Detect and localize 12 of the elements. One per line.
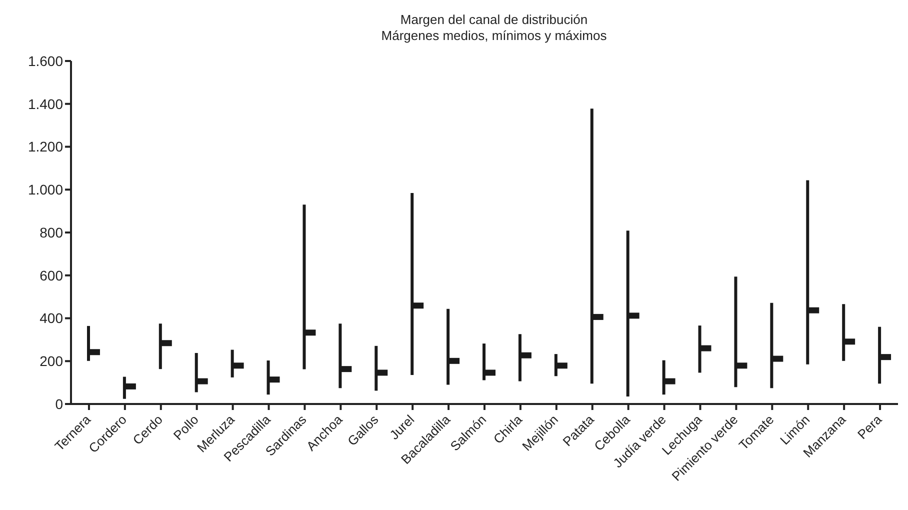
y-tick-label: 200 [40, 353, 64, 370]
chart-title: Margen del canal de distribución [399, 12, 589, 28]
chart-subtitle: Márgenes medios, mínimos y máximos [380, 28, 608, 44]
x-tick-label: Pera [854, 411, 886, 442]
y-tick-label: 400 [40, 310, 64, 326]
y-tick-label: 1.200 [28, 138, 64, 155]
y-tick-label: 600 [40, 267, 64, 284]
y-tick-label: 800 [40, 224, 64, 240]
y-tick-label: 1.000 [28, 182, 64, 198]
y-tick-label: 0 [55, 396, 64, 412]
y-tick-label: 1.400 [28, 96, 64, 112]
y-tick-label: 1.600 [28, 52, 64, 69]
